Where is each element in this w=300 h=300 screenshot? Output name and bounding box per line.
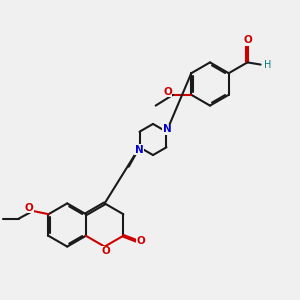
Text: H: H bbox=[263, 60, 271, 70]
Text: N: N bbox=[135, 145, 143, 155]
Text: O: O bbox=[163, 87, 172, 97]
Text: O: O bbox=[244, 35, 253, 45]
Text: N: N bbox=[163, 124, 171, 134]
Text: O: O bbox=[102, 246, 110, 256]
Text: O: O bbox=[25, 203, 33, 213]
Text: O: O bbox=[136, 236, 145, 246]
